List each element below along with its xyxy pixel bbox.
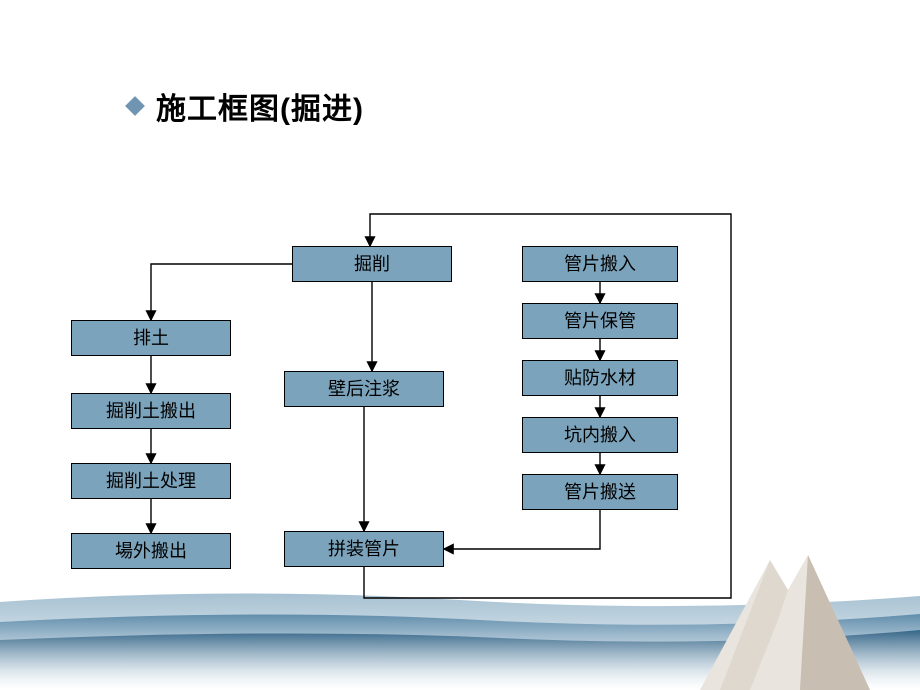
edge-dig-to-paitu xyxy=(151,264,292,320)
node-label: 壁后注浆 xyxy=(328,380,400,398)
node-changwai: 場外搬出 xyxy=(71,533,231,569)
node-label: 場外搬出 xyxy=(115,542,187,560)
node-label: 掘削 xyxy=(354,255,390,273)
node-label: 贴防水材 xyxy=(564,369,636,387)
node-bihou: 壁后注浆 xyxy=(284,371,444,407)
flowchart-canvas: 掘削排土掘削土搬出掘削土处理場外搬出 壁后注浆拼装管片 管片搬入管片保管贴防水材坑内… xyxy=(0,0,920,690)
node-label: 管片搬送 xyxy=(564,483,636,501)
node-dig: 掘削 xyxy=(292,246,452,282)
node-label: 掘削土处理 xyxy=(106,472,196,490)
node-label: 拼装管片 xyxy=(328,540,400,558)
node-banchu: 掘削土搬出 xyxy=(71,393,231,429)
node-label: 管片搬入 xyxy=(564,255,636,273)
node-label: 管片保管 xyxy=(564,312,636,330)
edge-bansong-to-pinzhuang xyxy=(444,510,600,549)
node-label: 排土 xyxy=(133,329,169,347)
node-label: 掘削土搬出 xyxy=(106,402,196,420)
node-baoguan: 管片保管 xyxy=(522,303,678,339)
node-fangshui: 贴防水材 xyxy=(522,360,678,396)
node-label: 坑内搬入 xyxy=(564,426,636,444)
node-bansong: 管片搬送 xyxy=(522,474,678,510)
node-banru: 管片搬入 xyxy=(522,246,678,282)
node-pinzhuang: 拼装管片 xyxy=(284,531,444,567)
node-paitu: 排土 xyxy=(71,320,231,356)
node-chuli: 掘削土处理 xyxy=(71,463,231,499)
node-kengnei: 坑内搬入 xyxy=(522,417,678,453)
slide: 施工框图(掘进) 掘削排土掘削土搬出掘削土处理場外搬出壁后注浆拼装管片管片搬入管… xyxy=(0,0,920,690)
